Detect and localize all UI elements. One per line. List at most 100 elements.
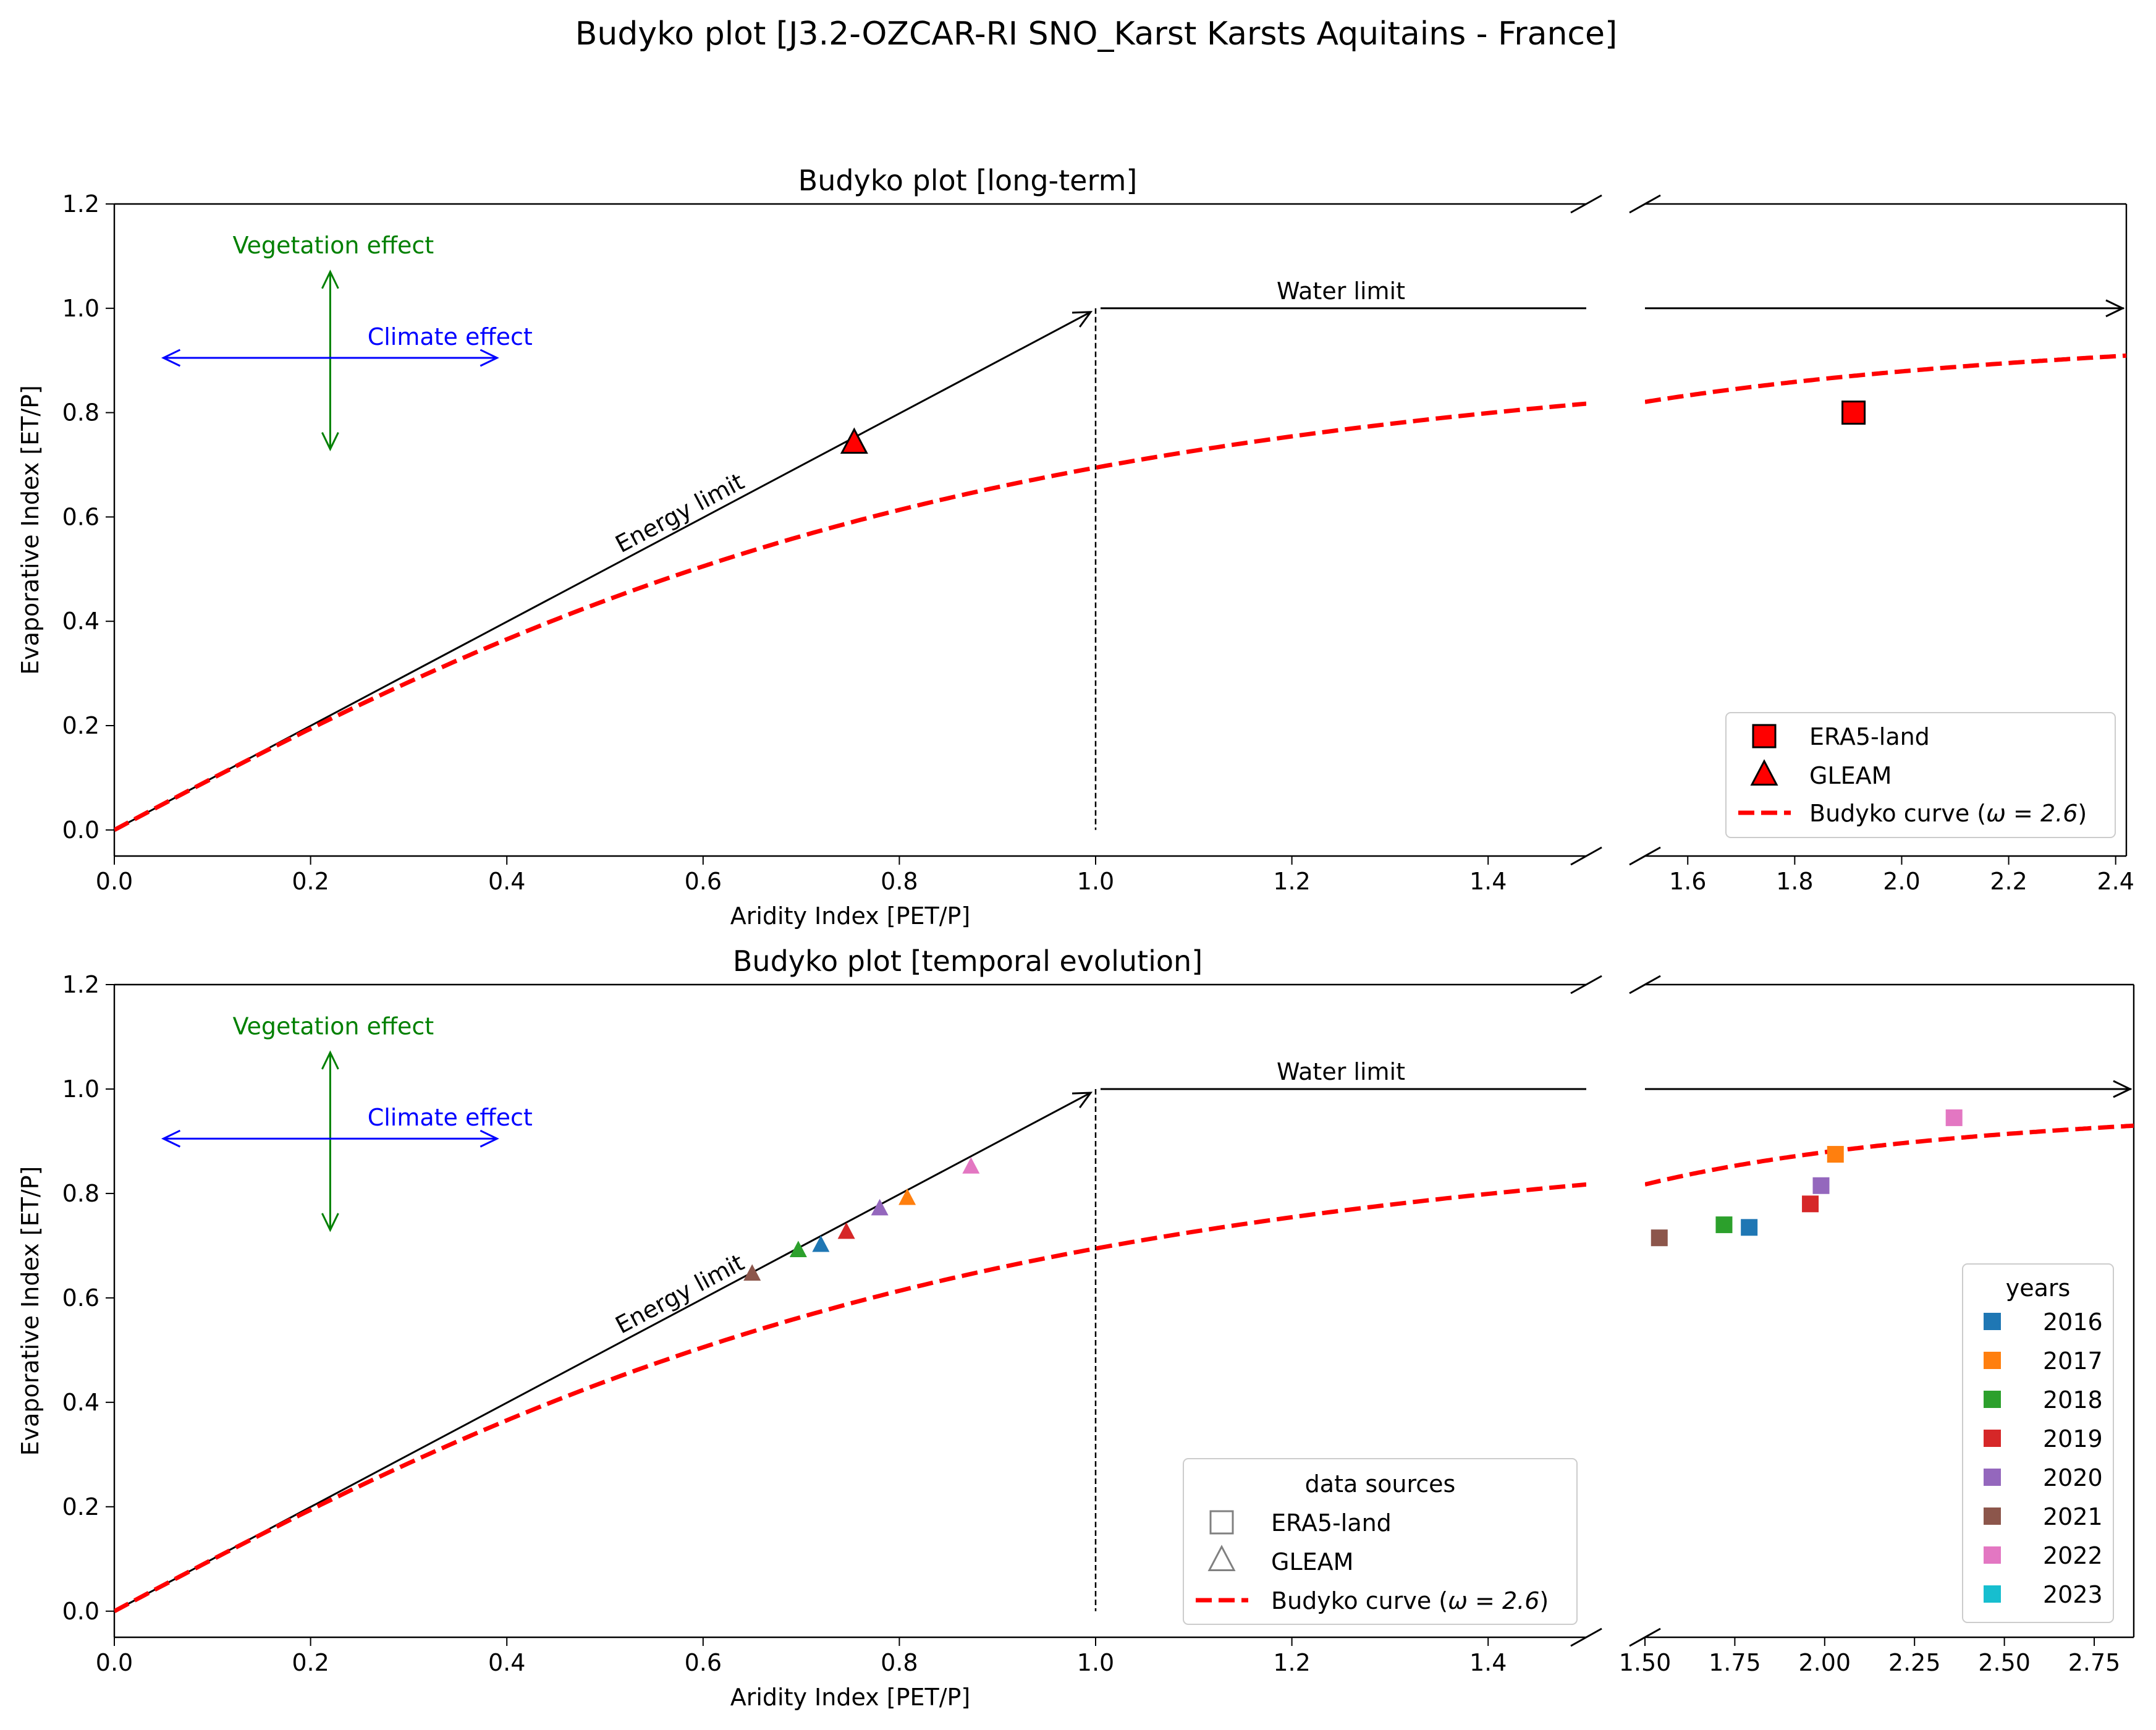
- x-tick-label: 1.0: [1077, 868, 1114, 895]
- panel-title: Budyko plot [long-term]: [798, 164, 1138, 197]
- arrow-head: [161, 1129, 181, 1148]
- axis-break-mark: [1629, 846, 1661, 866]
- legend-year-marker-2020: [1984, 1469, 2001, 1486]
- legend-era5-label: ERA5-land: [1809, 723, 1930, 750]
- years-legend-title: years: [2006, 1274, 2071, 1302]
- axis-break-mark: [1570, 1627, 1602, 1647]
- budyko-curve: [114, 401, 1586, 832]
- legend-year-marker-2021: [1984, 1507, 2001, 1525]
- gleam-year-point-2017: [898, 1188, 916, 1205]
- legend-box: [1725, 712, 2116, 838]
- arrow-head: [321, 432, 339, 452]
- panel-title: Budyko plot [temporal evolution]: [733, 944, 1203, 978]
- sources-legend-title: data sources: [1305, 1470, 1456, 1498]
- legend-year-label-2016: 2016: [2043, 1308, 2103, 1336]
- arrow-head: [1072, 1092, 1093, 1109]
- gleam-year-point-2020: [871, 1198, 889, 1216]
- x-tick-label: 0.2: [292, 868, 329, 895]
- y-tick-label: 1.0: [62, 1075, 99, 1103]
- legend-gleam-label: GLEAM: [1809, 762, 1892, 789]
- era5-year-point-2016: [1741, 1219, 1758, 1236]
- water-limit-label: Water limit: [1277, 1058, 1405, 1085]
- x-tick-label: 0.8: [881, 868, 918, 895]
- budyko-curve: [1645, 353, 2126, 404]
- legend-gleam-label: GLEAM: [1271, 1548, 1353, 1575]
- axis-break-mark: [1629, 975, 1661, 994]
- era5-year-point-2018: [1715, 1216, 1733, 1234]
- legend-era5-marker: [1752, 724, 1777, 748]
- omega-symbol: ω = 2.6: [1986, 800, 2078, 827]
- sources-legend-box: [1183, 1458, 1578, 1625]
- legend-year-marker-2019: [1984, 1430, 2001, 1447]
- legend-era5-label: ERA5-land: [1271, 1509, 1392, 1537]
- legend-year-label-2020: 2020: [2043, 1464, 2103, 1491]
- x-tick-label: 2.25: [1888, 1649, 1941, 1676]
- y-tick-label: 0.0: [62, 816, 99, 844]
- vegetation-effect-label: Vegetation effect: [233, 232, 434, 259]
- legend-curve-label: Budyko curve (ω = 2.6): [1809, 800, 2087, 827]
- legend-year-marker-2016: [1984, 1313, 2001, 1330]
- era5-year-point-2022: [1945, 1109, 1963, 1126]
- arrow-head: [2105, 299, 2125, 318]
- x-tick-label: 1.2: [1273, 868, 1310, 895]
- climate-effect-label: Climate effect: [368, 323, 533, 350]
- y-tick-label: 0.4: [62, 1389, 99, 1416]
- legend-gleam-marker: [1207, 1545, 1236, 1571]
- budyko-curve: [114, 1182, 1586, 1613]
- legend-year-marker-2018: [1984, 1391, 2001, 1408]
- legend-year-label-2019: 2019: [2043, 1425, 2103, 1452]
- x-tick-label: 1.4: [1469, 1649, 1507, 1676]
- y-axis-label: Evaporative Index [ET/P]: [17, 385, 44, 675]
- axis-break-mark: [1570, 975, 1602, 994]
- gleam-year-point-2018: [789, 1240, 807, 1257]
- y-tick-label: 0.2: [62, 712, 99, 739]
- water-limit-label: Water limit: [1277, 278, 1405, 305]
- legend-year-label-2022: 2022: [2043, 1542, 2103, 1569]
- axes-left-segment: 0.0 0.2 0.4 0.6 0.8 1.0 1.2 1.4: [96, 203, 1586, 895]
- x-tick-label: 1.0: [1077, 1649, 1114, 1676]
- x-tick-label: 2.50: [1978, 1649, 2031, 1676]
- era5-year-point-2020: [1812, 1177, 1830, 1194]
- x-tick-label: 1.50: [1619, 1649, 1672, 1676]
- arrow-head: [1072, 311, 1093, 328]
- long-term-panel: Budyko plot [long-term] 0.0 0.2 0.4 0.6 0.8 1.…: [17, 164, 2134, 930]
- era5-year-point-2019: [1802, 1195, 1819, 1213]
- gleam-year-point-2021: [743, 1264, 761, 1281]
- vegetation-effect-label: Vegetation effect: [233, 1012, 434, 1040]
- x-tick-label: 2.00: [1799, 1649, 1851, 1676]
- x-axis-label: Aridity Index [PET/P]: [730, 1684, 971, 1711]
- budyko-curve: [1645, 1123, 2134, 1187]
- axes-left-segment: 0.0 0.2 0.4 0.6 0.8 1.0 1.2 1.4: [96, 983, 1586, 1676]
- x-tick-label: 1.75: [1709, 1649, 1761, 1676]
- x-tick-label: 2.0: [1883, 868, 1920, 895]
- axis-break-mark: [1570, 194, 1602, 214]
- arrow-head: [321, 1050, 339, 1070]
- x-tick-label: 0.4: [488, 868, 525, 895]
- era5-year-point-2021: [1651, 1229, 1668, 1247]
- arrow-head: [321, 269, 339, 289]
- x-tick-label: 0.4: [488, 1649, 525, 1676]
- x-tick-label: 0.6: [685, 868, 722, 895]
- y-tick-label: 0.6: [62, 1284, 99, 1312]
- x-tick-label: 0.2: [292, 1649, 329, 1676]
- arrow-head: [161, 349, 181, 367]
- y-tick-label: 0.4: [62, 608, 99, 635]
- x-tick-label: 1.6: [1669, 868, 1706, 895]
- y-tick-label: 0.6: [62, 503, 99, 530]
- legend-year-label-2017: 2017: [2043, 1347, 2103, 1375]
- x-tick-label: 0.0: [96, 868, 133, 895]
- y-tick-label: 0.8: [62, 399, 99, 426]
- arrow-head: [321, 1213, 339, 1232]
- legend-year-label-2018: 2018: [2043, 1386, 2103, 1414]
- x-tick-label: 0.0: [96, 1649, 133, 1676]
- gleam-year-point-2022: [962, 1157, 980, 1174]
- omega-symbol: ω = 2.6: [1448, 1587, 1539, 1614]
- arrow-head: [480, 349, 499, 367]
- legend-curve-label: Budyko curve (ω = 2.6): [1271, 1587, 1549, 1614]
- x-tick-label: 0.8: [881, 1649, 918, 1676]
- x-tick-label: 1.4: [1469, 868, 1507, 895]
- legend-year-marker-2023: [1984, 1585, 2001, 1603]
- x-tick-label: 2.4: [2097, 868, 2134, 895]
- gleam-point: [840, 427, 868, 454]
